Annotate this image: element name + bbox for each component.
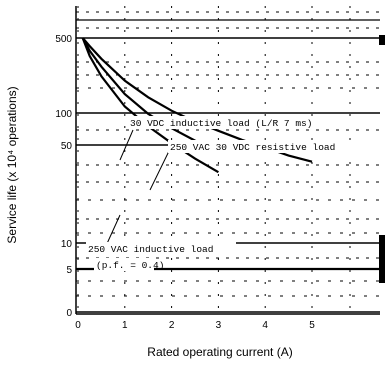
y-tick-label: 0: [66, 308, 72, 319]
annotation-bg: [128, 116, 378, 129]
annotation-3: 250 VAC inductive load: [88, 244, 213, 255]
leader-line: [119, 129, 134, 161]
x-tick-label: 5: [309, 320, 315, 331]
annotation-2: 250 VAC 30 VDC resistive load: [170, 142, 335, 153]
x-tick-label: 2: [169, 320, 175, 331]
annotation-bg: [168, 140, 380, 153]
x-tick-label: 3: [216, 320, 222, 331]
x-axis-label: Rated operating current (A): [147, 345, 292, 359]
annotation-1: 30 VDC inductive load (L/R 7 ms): [130, 118, 312, 129]
y-tick-label: 100: [55, 109, 72, 120]
y-axis-label: Service life (x 10⁴ operations): [5, 86, 19, 243]
annotation-bg: [86, 242, 236, 255]
annotation-4: (p.f. = 0.4): [96, 260, 164, 271]
x-tick-label: 1: [122, 320, 128, 331]
edge-marker: [379, 35, 385, 45]
y-tick-label: 50: [61, 141, 73, 152]
x-tick-label: 0: [75, 320, 81, 331]
series-line-2: [81, 37, 219, 153]
annotation-bg: [94, 258, 154, 271]
y-tick-label: 500: [55, 34, 72, 45]
edge-marker: [379, 235, 385, 283]
leader-line: [149, 148, 171, 191]
x-tick-label: 4: [262, 320, 268, 331]
y-tick-label: 5: [66, 265, 72, 276]
y-tick-label: 10: [61, 239, 73, 250]
